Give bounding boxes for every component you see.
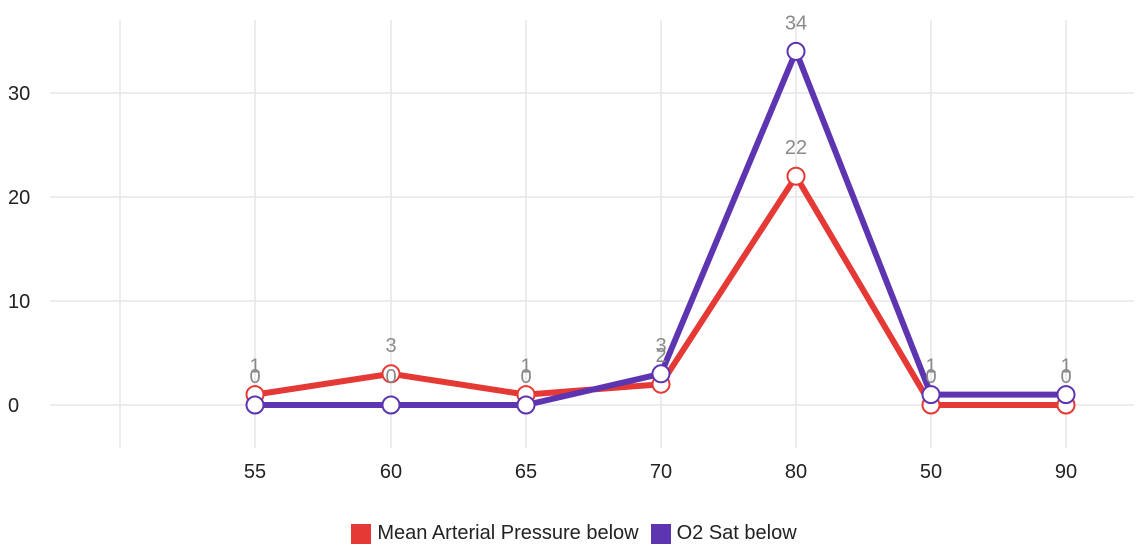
data-label: 3 xyxy=(655,335,666,357)
data-label: 1 xyxy=(925,356,936,378)
data-label: 1 xyxy=(249,356,260,378)
x-tick-label: 55 xyxy=(244,461,266,483)
data-label: 1 xyxy=(1060,356,1071,378)
data-label: 0 xyxy=(520,366,531,388)
data-label: 1 xyxy=(520,356,531,378)
legend-item-map[interactable]: Mean Arterial Pressure below xyxy=(351,522,639,545)
data-label: 3 xyxy=(385,335,396,357)
x-tick-label: 65 xyxy=(515,461,537,483)
legend-item-o2[interactable]: O2 Sat below xyxy=(650,522,797,545)
data-point[interactable] xyxy=(651,364,671,384)
data-label: 0 xyxy=(1060,366,1071,388)
grid xyxy=(50,20,1134,448)
data-label: 0 xyxy=(925,366,936,388)
x-tick-label: 60 xyxy=(380,461,402,483)
x-axis-ticks: 55 60 65 70 80 50 90 xyxy=(244,461,1077,483)
data-point[interactable] xyxy=(381,395,401,415)
data-point[interactable] xyxy=(381,364,401,384)
y-tick-label: 0 xyxy=(8,395,19,417)
x-tick-label: 90 xyxy=(1055,461,1077,483)
y-axis-ticks: 0 10 20 30 xyxy=(8,83,30,417)
data-label: 0 xyxy=(249,366,260,388)
data-label: 2 xyxy=(655,345,666,367)
legend-label-map: Mean Arterial Pressure below xyxy=(377,522,639,544)
legend-label-o2: O2 Sat below xyxy=(676,522,797,544)
data-point[interactable] xyxy=(921,385,941,405)
data-label: 0 xyxy=(385,366,396,388)
series-points xyxy=(245,41,1076,415)
x-tick-label: 50 xyxy=(920,461,942,483)
data-point[interactable] xyxy=(786,41,806,61)
data-label: 22 xyxy=(785,137,807,159)
data-point[interactable] xyxy=(1056,385,1076,405)
legend-swatch-o2 xyxy=(650,523,671,544)
x-tick-label: 80 xyxy=(785,461,807,483)
data-point[interactable] xyxy=(516,395,536,415)
y-tick-label: 20 xyxy=(8,187,30,209)
data-point[interactable] xyxy=(786,166,806,186)
legend: Mean Arterial Pressure below O2 Sat belo… xyxy=(0,522,1148,545)
data-point[interactable] xyxy=(245,395,265,415)
y-tick-label: 30 xyxy=(8,83,30,105)
y-tick-label: 10 xyxy=(8,291,30,313)
data-label: 34 xyxy=(785,12,807,34)
x-tick-label: 70 xyxy=(650,461,672,483)
legend-swatch-map xyxy=(351,523,372,544)
